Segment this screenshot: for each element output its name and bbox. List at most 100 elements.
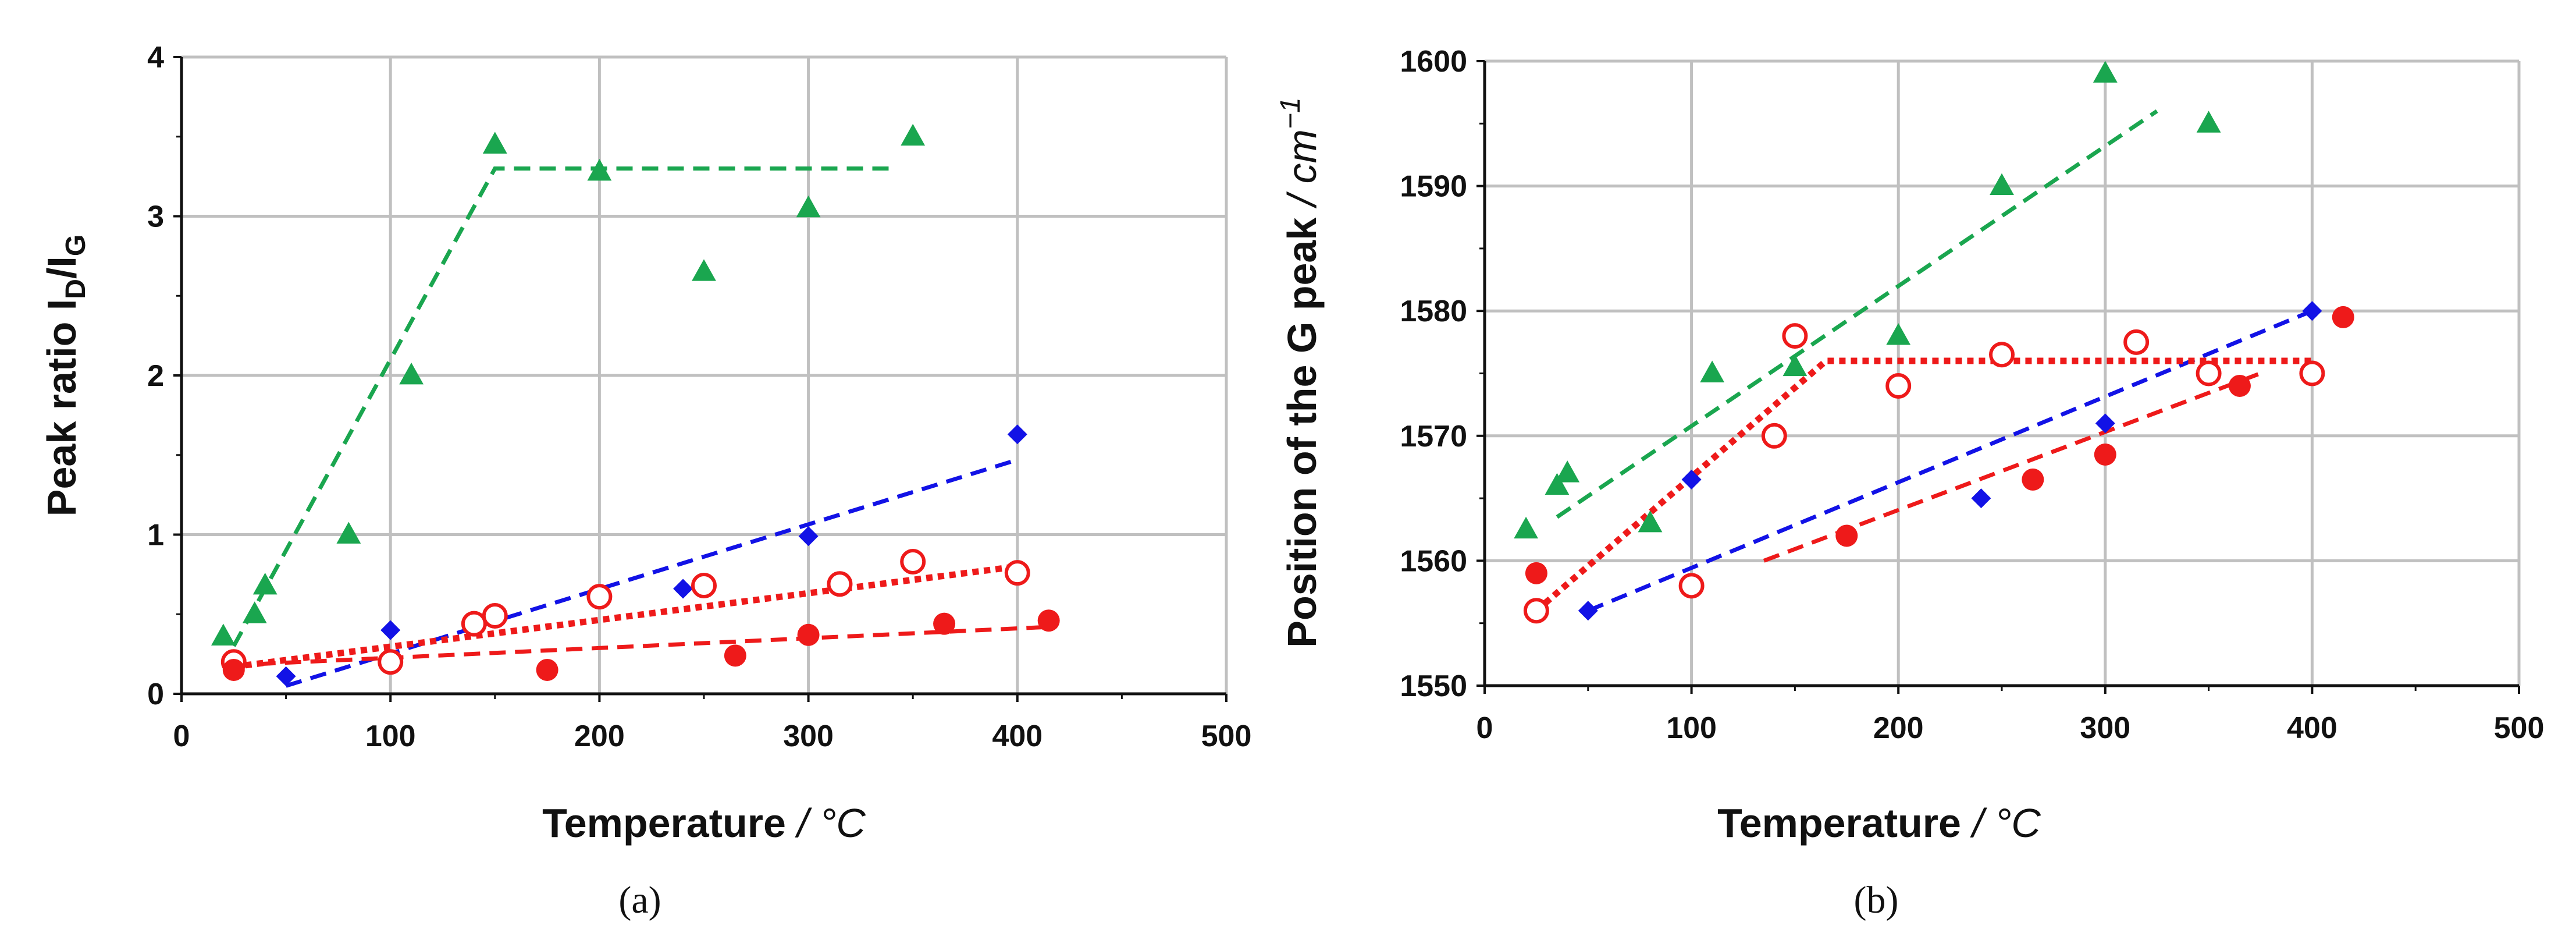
panel-b-y-tick-label: 1600 — [1400, 45, 1467, 79]
panel-a-axes — [173, 56, 1227, 702]
panel-b-green-triangles-marker — [2196, 111, 2221, 133]
panel-b-blue-diamonds-marker — [1681, 469, 1702, 490]
panel-b-red-filled-circles-marker — [2022, 468, 2044, 491]
panel-a-blue-diamonds-marker — [798, 526, 819, 547]
panel-b-red-open-circles-marker — [1989, 342, 2015, 368]
panel-b-green-triangles-marker — [1514, 516, 1539, 539]
panel-a-red-open-circles-marker — [586, 584, 613, 610]
panel-b-green-triangles-marker — [1638, 510, 1663, 533]
panel-b-y-tick-label: 1560 — [1400, 544, 1467, 578]
panel-b-red-open-circles-marker — [1782, 323, 1808, 349]
panel-a-blue-diamonds-marker — [380, 620, 401, 640]
panel-a-red-filled-circles-marker — [724, 644, 746, 667]
panel-b-x-tick-label: 500 — [2494, 711, 2545, 745]
panel-b-x-tick-label: 100 — [1666, 711, 1717, 745]
panel-b-red-open-circles-marker — [1885, 373, 1912, 399]
panel-b-green-triangles-marker — [1990, 173, 2014, 195]
panel-b-green-triangles-marker — [1700, 360, 1725, 382]
panel-a-y-axis-label: Peak ratio ID/IG — [39, 235, 91, 516]
panel-b-caption: (b) — [1854, 879, 1899, 921]
panel-a-red-open-circles-marker — [461, 611, 487, 637]
panel-a-green-triangles-marker — [399, 363, 424, 385]
panel-a-green-triangles-marker — [252, 573, 277, 595]
panel-b-blue-diamonds-marker — [1971, 488, 1991, 509]
panel-b-red-open-circles-marker — [2196, 360, 2222, 386]
panel-a-green-triangles-marker — [482, 132, 507, 154]
panel-a-green-triangles-marker — [242, 601, 267, 623]
panel-a-x-axis-label: Temperature / °C — [542, 800, 866, 846]
panel-a-blue-diamonds-marker — [673, 579, 693, 599]
panel-a-green-triangles-marker — [211, 623, 236, 645]
panel-a-x-tick-label: 100 — [365, 719, 416, 753]
panel-a-green-triangles-marker — [336, 522, 361, 544]
panel-b-y-tick-label: 1590 — [1400, 170, 1467, 204]
panel-b-red-open-circles-marker — [2123, 329, 2150, 355]
panel-b-y-tick-label: 1550 — [1400, 669, 1467, 703]
panel-b-x-tick-label: 300 — [2080, 711, 2130, 745]
panel-a-y-tick-label: 0 — [147, 678, 164, 711]
panel-a-caption: (a) — [618, 879, 661, 921]
panel-a-x-tick-label: 500 — [1201, 719, 1252, 753]
panel-b-red-filled-circles-marker — [2332, 306, 2354, 328]
panel-b-x-tick-label: 400 — [2287, 711, 2337, 745]
panel-b-y-axis-label: Position of the G peak / cm−1 — [1275, 97, 1325, 647]
panel-a-x-tick-label: 200 — [574, 719, 625, 753]
panel-a-red-open-circles-marker — [827, 571, 853, 597]
panel-a-green-triangles-marker — [796, 195, 821, 218]
panel-a-x-tick-label: 300 — [783, 719, 834, 753]
panel-a-blue-diamonds-marker — [1007, 424, 1027, 445]
panel-a-red-filled-circles-marker — [222, 658, 245, 681]
panel-b-blue-diamonds-marker — [2302, 301, 2322, 321]
panel-a-x-tick-label: 0 — [173, 719, 190, 753]
panel-a-red-open-circles-fit-line — [233, 563, 1018, 670]
panel-b-blue-diamonds-fit-line — [1587, 308, 2313, 613]
panel-a-red-open-circles-marker — [1004, 560, 1030, 586]
panel-a-y-tick-label: 4 — [147, 41, 164, 75]
panel-a-red-open-circles-marker — [378, 649, 404, 675]
panel-b-red-open-circles-marker — [1523, 598, 1549, 624]
panel-a-y-tick-label: 2 — [147, 359, 164, 393]
panel-b-red-filled-circles-marker — [1525, 562, 1547, 584]
panel-a-blue-diamonds-marker — [276, 666, 296, 686]
panel-b-markers — [1514, 61, 2354, 624]
panel-b-red-filled-circles-marker — [1835, 524, 1858, 547]
panel-b-green-triangles-marker — [1886, 323, 1911, 345]
panel-b-red-open-circles-marker — [1678, 573, 1705, 599]
panel-a-red-filled-circles-fit-line — [233, 625, 1049, 668]
panel-a-red-filled-circles-marker — [933, 612, 956, 635]
panel-a-green-triangles-marker — [692, 259, 716, 281]
panel-a-green-triangles-fit-line — [232, 166, 892, 647]
panel-a-green-triangles-marker — [587, 158, 612, 181]
panel-b-x-tick-label: 0 — [1476, 711, 1493, 745]
panel-a-tick-labels: 0 100 200 300 400 500 0 1 2 3 4 — [147, 41, 1251, 753]
panel-b-blue-diamonds-marker — [1578, 601, 1598, 621]
panel-b-y-tick-label: 1580 — [1400, 295, 1467, 328]
panel-a-red-open-circles-marker — [691, 573, 717, 599]
panel-b-grid — [1485, 59, 2521, 686]
panel-b-blue-diamonds-marker — [2095, 413, 2115, 434]
panel-b-green-triangles-fit-line — [1556, 109, 2158, 519]
panel-b: 0 100 200 300 400 500 1550 1560 1570 1580 1590 1600… — [1275, 45, 2544, 921]
panel-a-red-filled-circles-marker — [1037, 609, 1060, 632]
panel-a-fit-lines — [232, 166, 1049, 688]
panel-b-green-triangles-marker — [1555, 460, 1580, 483]
panel-b-x-axis-label: Temperature / °C — [1717, 800, 2041, 846]
panel-a-markers — [211, 123, 1060, 686]
panel-b-red-filled-circles-marker — [2094, 443, 2116, 466]
panel-a-red-open-circles-marker — [900, 548, 926, 574]
panel-b-green-triangles-marker — [2093, 61, 2118, 83]
panel-b-axes — [1476, 60, 2520, 694]
panel-a-green-triangles-marker — [901, 123, 926, 146]
panel-a-red-filled-circles-marker — [797, 623, 820, 646]
panel-a-y-tick-label: 3 — [147, 200, 164, 234]
panel-a-red-filled-circles-marker — [536, 658, 558, 681]
panel-b-y-tick-label: 1570 — [1400, 420, 1467, 453]
panel-b-green-triangles-marker — [1782, 354, 1808, 377]
panel-a-red-open-circles-marker — [482, 602, 508, 629]
panel-b-red-open-circles-marker — [2299, 360, 2325, 386]
panel-b-x-tick-label: 200 — [1873, 711, 1924, 745]
panel-b-green-triangles-marker — [1545, 473, 1570, 495]
panel-a: 0 100 200 300 400 500 0 1 2 3 4 Temperature / °C P… — [39, 41, 1251, 921]
panel-b-red-open-circles-marker — [1761, 423, 1787, 449]
